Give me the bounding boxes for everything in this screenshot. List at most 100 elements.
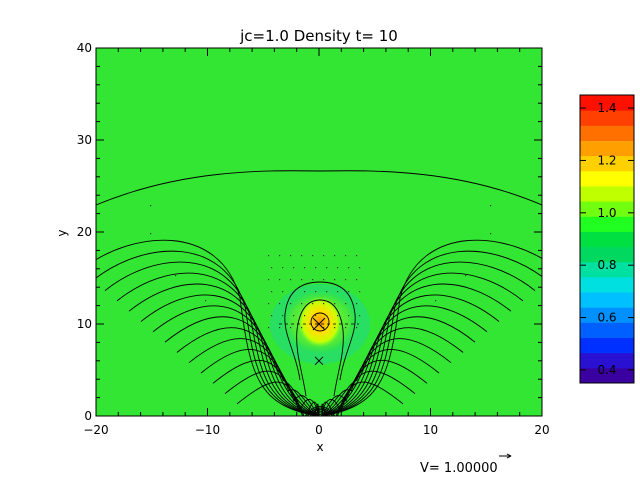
contour-line — [307, 407, 333, 416]
contour-line — [96, 250, 319, 416]
colorbar-segment — [580, 170, 634, 187]
colorbar: 0.4 0.6 0.8 1.0 1.2 1.4 — [580, 95, 634, 384]
velocity-dot — [323, 303, 325, 305]
contour-lines — [96, 170, 542, 416]
velocity-dot — [290, 327, 292, 329]
markers — [279, 317, 359, 366]
velocity-dot — [312, 255, 314, 257]
contour-line — [321, 239, 542, 416]
colorbar-segment — [580, 185, 634, 202]
velocity-dot — [490, 205, 492, 207]
velocity-dot — [326, 267, 328, 269]
colorbar-segment — [580, 307, 634, 323]
velocity-dot — [268, 255, 270, 257]
velocity-dot — [326, 315, 328, 317]
velocity-dot — [359, 291, 361, 293]
colorbar-segment — [580, 292, 634, 308]
velocity-dot — [334, 255, 336, 257]
colorbar-segment — [580, 337, 634, 354]
colorbar-tick-label: 0.8 — [597, 258, 616, 272]
colorbar-segment — [580, 231, 634, 248]
velocity-dot — [282, 291, 284, 293]
contour-line — [314, 412, 326, 416]
colorbar-segment — [580, 261, 634, 278]
velocity-reference-arrow — [499, 453, 512, 459]
chart-title: jc=1.0 Density t= 10 — [239, 27, 398, 45]
velocity-dot — [312, 327, 314, 329]
velocity-dot — [301, 303, 303, 305]
velocity-dot — [356, 303, 358, 305]
contour-line — [321, 381, 404, 416]
velocity-dot — [150, 205, 152, 207]
velocity-dot — [268, 303, 270, 305]
velocity-dots — [150, 205, 492, 329]
colorbar-segment — [580, 95, 634, 111]
velocity-dot — [315, 291, 317, 293]
axes: −20 −10 0 10 20 0 10 20 30 40 — [77, 41, 550, 437]
x-tick-label: −10 — [195, 423, 220, 437]
contour-line — [96, 170, 542, 206]
velocity-dot — [337, 291, 339, 293]
velocity-dot — [315, 315, 317, 317]
velocity-dot — [312, 279, 314, 281]
x-tick-label: 0 — [315, 423, 323, 437]
velocity-dot — [356, 279, 358, 281]
velocity-dot — [334, 279, 336, 281]
x-tick-label: −20 — [83, 423, 108, 437]
contour-line — [309, 409, 331, 416]
contour-line — [312, 410, 328, 416]
contour-line — [321, 261, 536, 416]
x-marker — [314, 356, 324, 366]
velocity-dot — [205, 300, 207, 302]
velocity-dot — [337, 267, 339, 269]
velocity-dot — [312, 303, 314, 305]
velocity-dot — [293, 267, 295, 269]
contour-line — [321, 370, 416, 416]
contour-line — [321, 359, 428, 416]
colorbar-tick-label: 0.6 — [597, 311, 616, 325]
colorbar-tick-label: 0.4 — [597, 363, 616, 377]
velocity-dot — [301, 279, 303, 281]
plot-area — [96, 48, 542, 416]
velocity-dot — [268, 327, 270, 329]
velocity-dot — [304, 267, 306, 269]
velocity-dot — [301, 327, 303, 329]
velocity-dot — [271, 291, 273, 293]
velocity-dot — [279, 279, 281, 281]
velocity-dot — [323, 255, 325, 257]
colorbar-segment — [580, 110, 634, 126]
velocity-dot — [290, 255, 292, 257]
colorbar-segment — [580, 246, 634, 263]
colorbar-segment — [580, 216, 634, 232]
velocity-dot — [271, 267, 273, 269]
y-tick-label: 20 — [77, 225, 92, 239]
velocity-dot — [323, 327, 325, 329]
velocity-dot — [282, 315, 284, 317]
velocity-dot — [290, 303, 292, 305]
contour-line — [321, 272, 524, 416]
contour-line — [321, 250, 542, 416]
velocity-dot — [315, 267, 317, 269]
velocity-dot — [348, 315, 350, 317]
contour-line — [104, 261, 319, 416]
colorbar-segment — [580, 125, 634, 141]
contour-line — [116, 272, 319, 416]
velocity-dot — [304, 315, 306, 317]
colorbar-segment — [580, 322, 634, 339]
velocity-dot — [348, 291, 350, 293]
contour-line — [224, 370, 319, 416]
velocity-dot — [304, 291, 306, 293]
contour-line — [304, 405, 336, 416]
velocity-dot — [348, 267, 350, 269]
colorbar-tick-label: 1.2 — [597, 153, 616, 167]
velocity-dot — [290, 279, 292, 281]
velocity-dot — [359, 315, 361, 317]
velocity-reference-label: V= 1.00000 — [420, 461, 498, 476]
velocity-dot — [435, 300, 437, 302]
contour-line — [236, 381, 319, 416]
velocity-dot — [279, 327, 281, 329]
colorbar-tick-label: 1.0 — [597, 206, 616, 220]
velocity-dot — [323, 279, 325, 281]
velocity-dot — [345, 327, 347, 329]
velocity-dot — [334, 303, 336, 305]
